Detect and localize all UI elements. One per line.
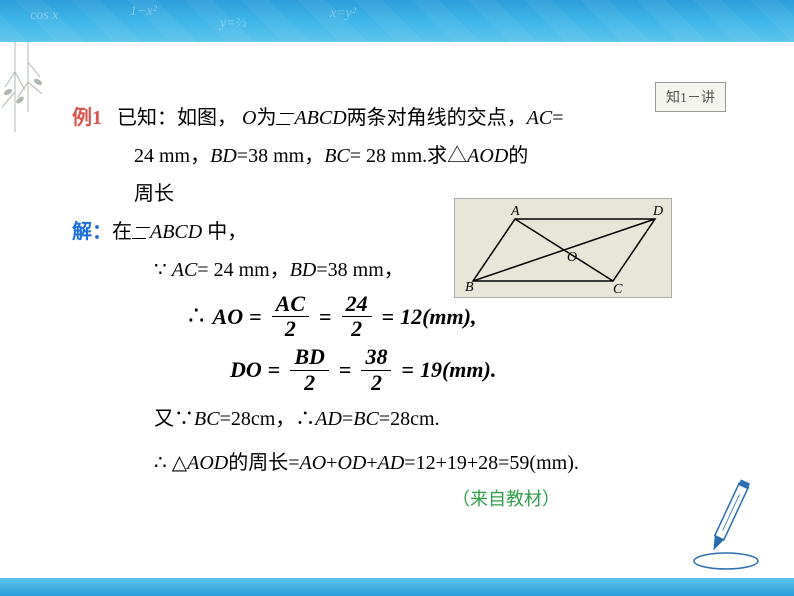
text: = bbox=[552, 107, 563, 129]
example-label: 例1 bbox=[72, 107, 102, 129]
problem-line-2: 24 mm，BD=38 mm，BC= 28 mm.求△AOD的 bbox=[72, 138, 732, 174]
equals: = bbox=[401, 350, 414, 390]
equals: = bbox=[339, 350, 352, 390]
var-bd: BD bbox=[210, 145, 237, 167]
equals: = bbox=[319, 297, 332, 337]
text: = 24 mm， bbox=[197, 259, 289, 281]
banner-formula: 1−x² bbox=[130, 4, 157, 20]
var-abcd: ABCD bbox=[150, 221, 202, 243]
var-ac: AC bbox=[172, 259, 198, 281]
var-bd: BD bbox=[290, 259, 317, 281]
text: 的周长= bbox=[228, 452, 299, 474]
parallelogram-figure: A D B C O bbox=[454, 198, 672, 298]
solution-line-5: 又∵BC=28cm，∴AD=BC=28cm. bbox=[72, 401, 732, 437]
label-a: A bbox=[510, 204, 520, 219]
solution-line-6: ∴ △AOD的周长=AO+OD+AD=12+19+28=59(mm). bbox=[72, 445, 732, 481]
numerator: AC bbox=[272, 292, 309, 317]
therefore-symbol: ∴ bbox=[188, 293, 205, 340]
top-banner: cos x 1−x² y=⅔ x=y² bbox=[0, 0, 794, 42]
denominator: 2 bbox=[347, 317, 366, 341]
banner-formula: y=⅔ bbox=[220, 16, 246, 32]
because-symbol: ∵ bbox=[154, 259, 172, 281]
denominator: 2 bbox=[367, 371, 386, 395]
fraction: AC2 bbox=[272, 292, 309, 341]
denominator: 2 bbox=[300, 371, 319, 395]
bamboo-decoration bbox=[0, 42, 60, 182]
text: 为 bbox=[256, 107, 276, 129]
numerator: 24 bbox=[342, 292, 372, 317]
text: + bbox=[326, 452, 337, 474]
label-c: C bbox=[613, 282, 623, 297]
var-aod: AOD bbox=[187, 452, 228, 474]
pen-decoration bbox=[686, 471, 766, 571]
numerator: 38 bbox=[361, 345, 391, 370]
text: =38 mm， bbox=[237, 145, 324, 167]
text: = 28 mm.求△ bbox=[350, 145, 467, 167]
equals: = bbox=[382, 297, 395, 337]
text: =28cm，∴ bbox=[220, 408, 316, 430]
equals: = bbox=[268, 350, 281, 390]
var-ad: AD bbox=[378, 452, 405, 474]
var-od: OD bbox=[337, 452, 366, 474]
text: = bbox=[342, 408, 353, 430]
text: 已知：如图， bbox=[117, 107, 242, 129]
var-aod: AOD bbox=[467, 145, 508, 167]
numerator: BD bbox=[290, 345, 329, 370]
fraction: 382 bbox=[361, 345, 391, 394]
fraction: BD2 bbox=[290, 345, 329, 394]
var-abcd: ABCD bbox=[294, 107, 346, 129]
var-o: O bbox=[242, 107, 256, 129]
var-do: DO bbox=[230, 350, 262, 390]
var-bc: BC bbox=[353, 408, 379, 430]
fraction-line-2: DO= BD2 = 382 = 19(mm). bbox=[72, 345, 732, 394]
parallelogram-symbol bbox=[134, 226, 148, 238]
result: 19(mm). bbox=[420, 350, 496, 390]
var-bc: BC bbox=[194, 408, 220, 430]
solution-label: 解： bbox=[72, 221, 112, 243]
text: 在 bbox=[112, 221, 132, 243]
label-o: O bbox=[567, 250, 577, 265]
text: 中， bbox=[202, 221, 247, 243]
text: 又∵ bbox=[154, 408, 194, 430]
var-ao: AO bbox=[300, 452, 327, 474]
banner-formula: x=y² bbox=[330, 6, 356, 22]
bottom-banner bbox=[0, 578, 794, 596]
var-bc: BC bbox=[324, 145, 350, 167]
fraction-line-1: ∴ AO= AC2 = 242 = 12(mm), bbox=[72, 292, 732, 341]
banner-formula: cos x bbox=[30, 8, 58, 24]
label-d: D bbox=[652, 204, 663, 219]
source-text: （来自教材） bbox=[72, 483, 732, 515]
text: + bbox=[366, 452, 377, 474]
text: 两条对角线的交点， bbox=[347, 107, 527, 129]
parallelogram-symbol bbox=[278, 112, 292, 124]
problem-line-1: 例1 已知：如图， O为 ABCD两条对角线的交点，AC= bbox=[72, 100, 732, 136]
var-ac: AC bbox=[527, 107, 553, 129]
var-ad: AD bbox=[315, 408, 342, 430]
result: 12(mm), bbox=[400, 297, 476, 337]
content-area: 例1 已知：如图， O为ABCD两条对角线的交点，AC= 24 mm，BD=38… bbox=[72, 100, 732, 515]
text: =12+19+28=59(mm). bbox=[404, 452, 579, 474]
equals: = bbox=[249, 297, 262, 337]
text: 24 mm， bbox=[134, 145, 210, 167]
fraction: 242 bbox=[342, 292, 372, 341]
var-ao: AO bbox=[213, 297, 244, 337]
label-b: B bbox=[465, 280, 474, 295]
denominator: 2 bbox=[281, 317, 300, 341]
therefore-text: ∴ △ bbox=[154, 452, 187, 474]
text: 的 bbox=[508, 145, 528, 167]
text: =28cm. bbox=[379, 408, 440, 430]
text: =38 mm， bbox=[316, 259, 403, 281]
